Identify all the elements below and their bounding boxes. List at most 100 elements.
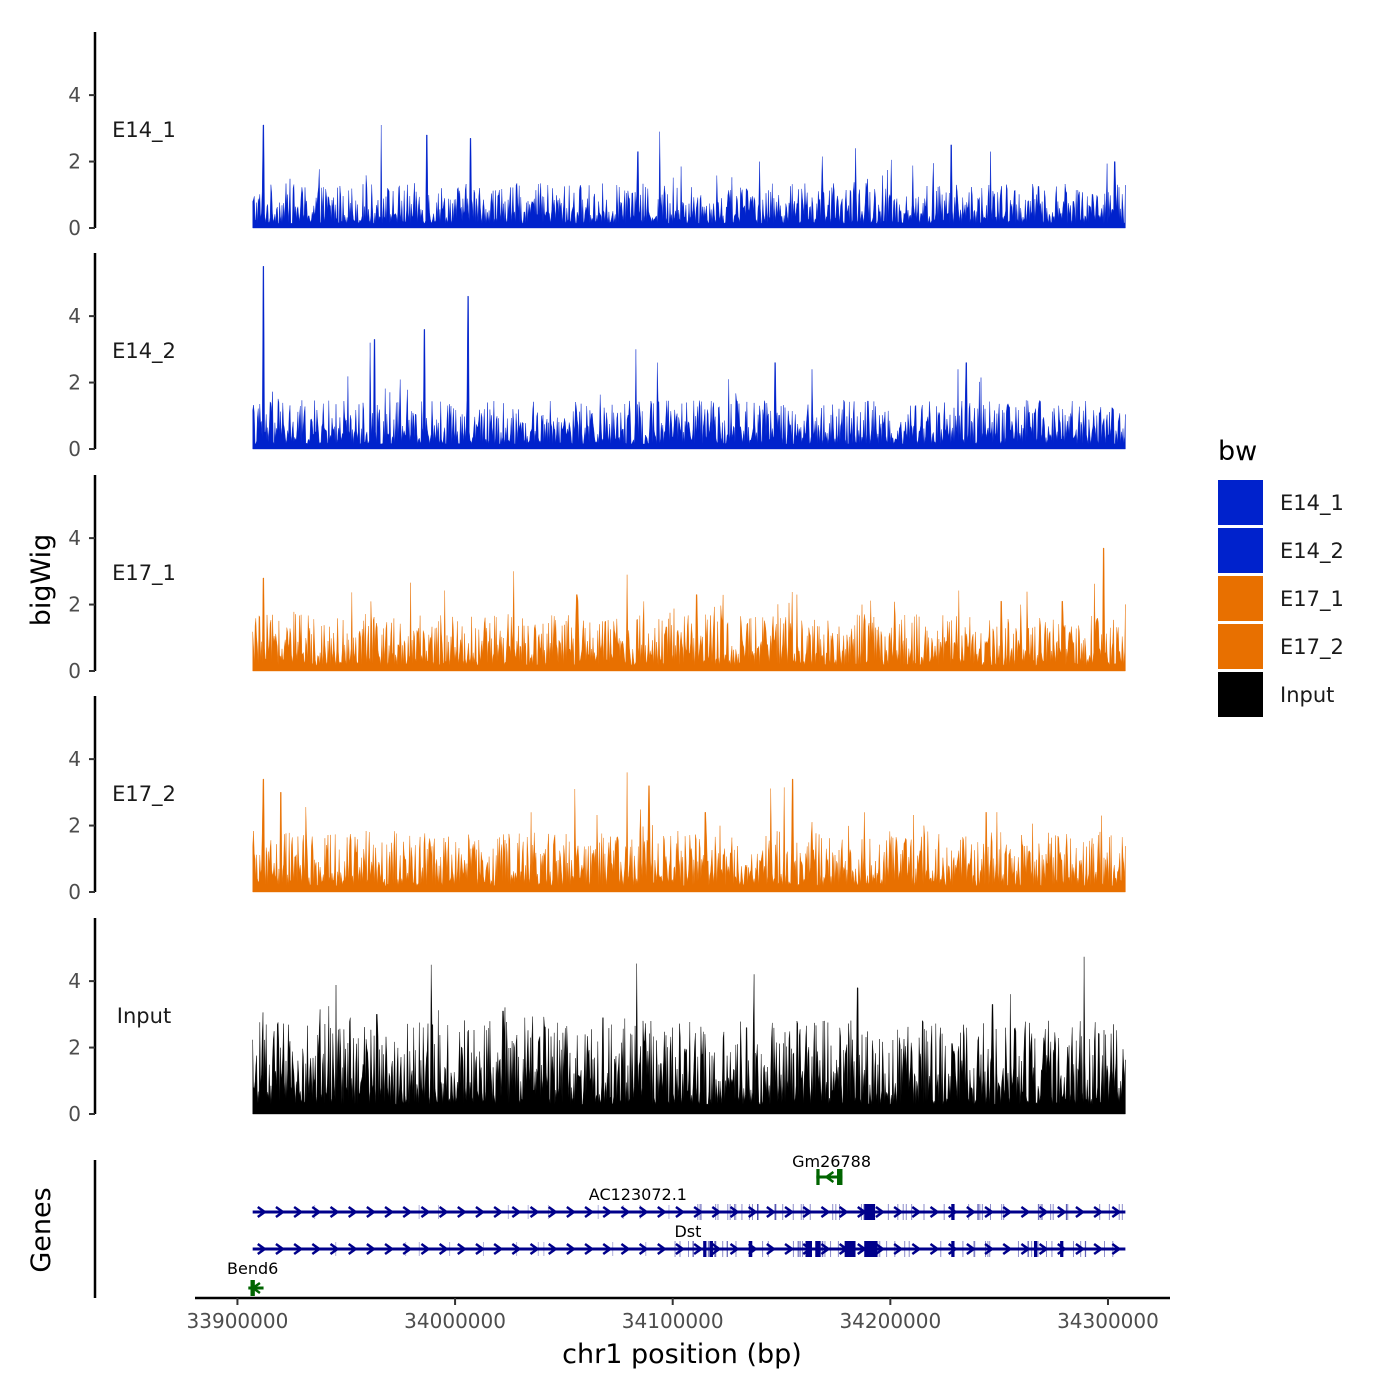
strand-arrow [1002, 1242, 1013, 1256]
strand-arrow [1038, 1205, 1049, 1219]
strand-arrow [929, 1242, 940, 1256]
strand-arrow [638, 1242, 649, 1256]
strand-arrow [257, 1242, 267, 1256]
gene-label: Dst [674, 1222, 701, 1241]
strand-arrow [911, 1242, 922, 1256]
track-label: E14_1 [112, 118, 176, 143]
exon [864, 1204, 876, 1220]
strand-arrow [347, 1205, 358, 1219]
y-tick-label: 4 [68, 304, 81, 328]
strand-arrow [275, 1205, 286, 1219]
track-label: Input [117, 1004, 171, 1028]
genes-layer: Gm26788 AC123072.1 Dst Bend6 [93, 1152, 1126, 1298]
strand-arrow [984, 1242, 995, 1256]
strand-arrow [293, 1242, 304, 1256]
strand-arrow [529, 1242, 540, 1256]
strand-arrow [620, 1242, 631, 1256]
strand-arrow [1020, 1242, 1031, 1256]
x-tick-label: 34000000 [404, 1309, 506, 1333]
strand-arrow [347, 1242, 358, 1256]
strand-arrow [529, 1205, 540, 1219]
exon [816, 1169, 820, 1185]
strand-arrow [420, 1242, 431, 1256]
strand-arrow [675, 1242, 686, 1256]
strand-arrow [275, 1242, 286, 1256]
exon [1033, 1241, 1038, 1257]
y-tick-label: 4 [68, 747, 81, 771]
x-tick-label: 34200000 [839, 1309, 941, 1333]
strand-arrow [257, 1205, 267, 1219]
y-tick-label: 0 [68, 216, 81, 240]
track-e17-2: 0 2 4 E17_2 [68, 696, 1126, 904]
legend: bw E14_1 E14_2 E17_1 E17_2 Input [1218, 436, 1344, 717]
strand-arrow [1111, 1205, 1122, 1219]
legend-label: E14_2 [1280, 539, 1344, 564]
exon [844, 1241, 856, 1257]
strand-arrow [766, 1242, 776, 1256]
exon [815, 1241, 821, 1257]
strand-arrow [1093, 1205, 1104, 1219]
signal-area [252, 772, 1126, 893]
y-tick-label: 4 [68, 526, 81, 550]
strand-arrow [584, 1205, 595, 1219]
y-tick-label: 2 [68, 1036, 81, 1060]
strand-arrow [657, 1205, 667, 1219]
y-tick-label: 2 [68, 814, 81, 838]
strand-arrow [784, 1205, 795, 1219]
exon [837, 1169, 843, 1185]
strand-arrow [457, 1205, 467, 1219]
strand-arrow [311, 1242, 322, 1256]
strand-arrow [329, 1205, 340, 1219]
strand-arrow [602, 1242, 613, 1256]
strand-arrow [1057, 1242, 1067, 1256]
y-tick-label: 2 [68, 150, 81, 174]
legend-title: bw [1218, 436, 1257, 467]
y-tick-label: 0 [68, 880, 81, 904]
strand-arrow [584, 1242, 595, 1256]
strand-arrow [966, 1242, 976, 1256]
strand-arrow [566, 1242, 576, 1256]
track-e17-1: 0 2 4 E17_1 [68, 475, 1126, 683]
exon [805, 1241, 812, 1257]
strand-arrow [838, 1205, 849, 1219]
signal-area [252, 547, 1126, 672]
strand-arrow [1111, 1242, 1122, 1256]
strand-arrow [693, 1205, 704, 1219]
y-tick-label: 2 [68, 371, 81, 395]
strand-arrow [1075, 1205, 1086, 1219]
y-tick-label: 4 [68, 969, 81, 993]
y-tick-label: 0 [68, 437, 81, 461]
legend-label: Input [1280, 683, 1334, 707]
track-e14-2: 0 2 4 E14_2 [68, 253, 1126, 461]
strand-arrow [457, 1242, 467, 1256]
strand-arrow [384, 1242, 395, 1256]
legend-swatch [1218, 480, 1263, 525]
strand-arrow [493, 1242, 504, 1256]
strand-arrow [638, 1205, 649, 1219]
legend-swatch [1218, 624, 1263, 669]
strand-arrow [657, 1242, 667, 1256]
gene-label: Gm26788 [792, 1152, 871, 1171]
track-e14-1: 0 2 4 E14_1 [68, 32, 1126, 240]
track-input: 0 2 4 Input [68, 918, 1126, 1126]
x-axis-title: chr1 position (bp) [562, 1339, 802, 1370]
y-axis-title: bigWig [26, 534, 57, 627]
gene-label: AC123072.1 [589, 1185, 687, 1204]
strand-arrow [947, 1242, 958, 1256]
exon [951, 1241, 955, 1257]
strand-arrow [911, 1205, 922, 1219]
strand-arrow [820, 1205, 831, 1219]
strand-arrow [729, 1205, 740, 1219]
strand-arrow [766, 1205, 776, 1219]
legend-label: E17_1 [1280, 587, 1344, 612]
legend-swatch [1218, 528, 1263, 573]
strand-arrow [547, 1242, 558, 1256]
legend-label: E14_1 [1280, 491, 1344, 516]
strand-arrow [1038, 1242, 1049, 1256]
exon [1060, 1241, 1064, 1257]
strand-arrow [366, 1242, 377, 1256]
strand-arrow [511, 1205, 522, 1219]
strand-arrow [402, 1205, 413, 1219]
signal-area [252, 956, 1126, 1115]
